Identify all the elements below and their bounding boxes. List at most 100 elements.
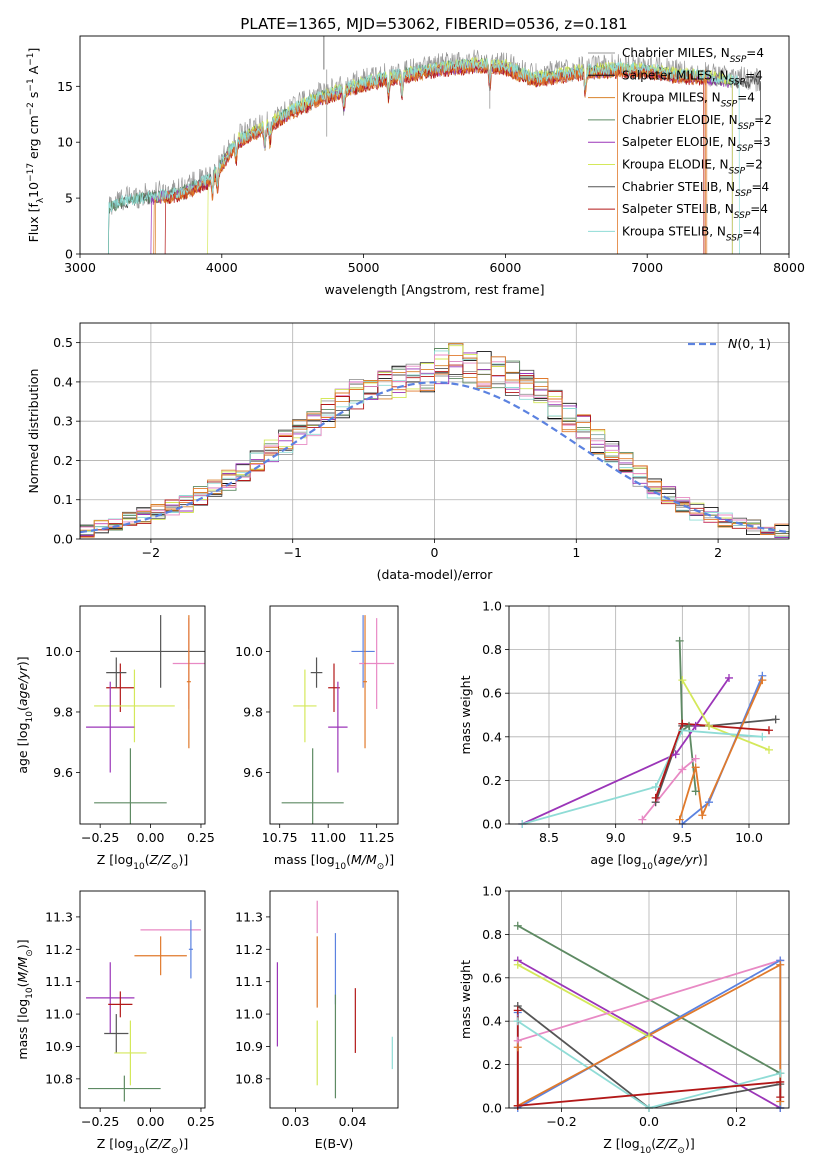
label-part: Z [log	[97, 1136, 133, 1151]
label-part: A	[26, 65, 41, 78]
y-tick-label: 0.8	[482, 642, 502, 657]
label-part: M/M	[351, 852, 377, 867]
label-part: 10	[25, 711, 35, 723]
label-part: SSP	[726, 233, 743, 243]
axes-frame	[79, 322, 790, 540]
weight-series-line	[516, 1010, 782, 1107]
x-tick-label: −0.25	[81, 1114, 119, 1129]
weight-marker	[705, 798, 713, 807]
weight-marker	[776, 1093, 785, 1102]
legend-label: N(0, 1)	[728, 336, 771, 351]
label-part: SSP	[729, 167, 746, 177]
weight-marker	[678, 765, 687, 774]
plot-area	[80, 343, 789, 538]
axes-frame	[269, 605, 399, 825]
x-tick-label: 9.5	[672, 830, 692, 845]
x-axis-label: Z [log10(Z/Z⊙)]	[97, 1136, 188, 1156]
x-tick-label: −0.2	[546, 1114, 576, 1129]
weight-marker	[678, 676, 687, 685]
legend-label: Chabrier ELODIE, NSSP=2	[622, 113, 772, 132]
label-part: Salpeter ELODIE, N	[622, 135, 736, 149]
label-part: (	[651, 1136, 656, 1151]
spectrum-line	[108, 58, 740, 254]
label-part: SSP	[730, 55, 747, 65]
label-part: =4	[742, 224, 760, 238]
y-tick-label: 0.5	[53, 335, 73, 350]
weight-series-line	[517, 1005, 781, 1108]
y-tick-label: 0.0	[482, 817, 502, 832]
y-tick-label: 11.0	[45, 1007, 73, 1022]
label-part: Flux [f	[26, 203, 41, 243]
label-part: Kroupa MILES, N	[622, 91, 721, 105]
weight-marker	[513, 960, 522, 969]
weight-marker	[691, 787, 700, 796]
y-tick-label: 9.8	[243, 704, 263, 719]
x-tick-label: 0.0	[639, 1114, 659, 1129]
axes-frame	[269, 890, 399, 1109]
plot-area	[108, 36, 761, 254]
label-part: −2	[26, 102, 36, 115]
x-tick-label: 0.00	[137, 830, 165, 845]
label-part: 10	[640, 1146, 652, 1156]
panel-age-vs-Z: −0.25 0.00 0.259.69.810.0Z [log10(Z/Z⊙)]ag…	[15, 605, 215, 872]
x-tick-label: 0.25	[187, 1114, 215, 1129]
label-part: Kroupa STELIB, N	[622, 224, 726, 238]
weight-marker	[776, 1077, 785, 1086]
weight-marker	[765, 726, 773, 735]
weight-series-line	[654, 718, 776, 803]
label-part: ⊙	[25, 949, 35, 957]
label-part: =2	[754, 113, 772, 127]
label-part: SSP	[736, 144, 753, 154]
label-part: Chabrier STELIB, N	[622, 180, 735, 194]
y-tick-label: 11.1	[235, 974, 263, 989]
weight-series-line	[681, 675, 764, 824]
label-part: )]	[15, 656, 30, 666]
label-part: −1	[26, 53, 36, 66]
label-part: )]	[178, 852, 188, 867]
weight-marker	[651, 782, 660, 791]
weight-marker	[513, 1006, 522, 1015]
label-part: 10	[25, 987, 35, 999]
legend-label: Salpeter MILES, NSSP=4	[622, 68, 763, 87]
y-tick-label: 11.1	[45, 974, 73, 989]
label-part: =4	[737, 91, 755, 105]
x-axis-label: Z [log10(Z/Z⊙)]	[603, 1136, 694, 1156]
label-part: 10	[133, 862, 145, 872]
x-tick-label: 0.04	[339, 1114, 367, 1129]
plot-area	[86, 615, 205, 824]
label-part: mass [log	[274, 852, 335, 867]
y-tick-label: 0.6	[482, 970, 502, 985]
label-part: Salpeter MILES, N	[622, 68, 729, 82]
label-part: ⊙	[377, 862, 385, 872]
y-tick-label: 10.8	[235, 1071, 263, 1086]
label-part: SSP	[735, 189, 752, 199]
y-tick-label: 0.8	[482, 927, 502, 942]
legend-label: Chabrier MILES, NSSP=4	[622, 46, 764, 65]
x-tick-label: 0.00	[137, 1114, 165, 1129]
x-tick-label: 5000	[348, 260, 380, 275]
weight-marker	[678, 719, 687, 728]
weight-marker	[691, 763, 700, 772]
y-tick-label: 0.2	[482, 1057, 502, 1072]
axes-frame	[79, 35, 790, 255]
plot-area	[281, 615, 395, 824]
label-part: Z/Z	[149, 1136, 172, 1151]
legend-label: Kroupa STELIB, NSSP=4	[622, 224, 760, 243]
plot-area	[521, 640, 776, 824]
x-tick-label: 0	[431, 545, 439, 560]
weight-marker	[638, 815, 647, 824]
y-tick-label: 1.0	[482, 884, 502, 899]
label-part: Chabrier MILES, N	[622, 46, 730, 60]
y-axis-label: Flux [fλ10−17 erg cm−2 s−1 A−1]	[26, 48, 46, 243]
weight-series-line	[521, 677, 730, 824]
label-part: SSP	[721, 100, 738, 110]
weight-marker	[675, 636, 684, 645]
y-tick-label: 11.2	[45, 942, 73, 957]
label-part: (0, 1)	[737, 336, 771, 351]
label-part: age/yr	[15, 665, 30, 706]
weight-marker	[675, 815, 684, 824]
label-part: Z [log	[97, 852, 133, 867]
x-tick-label: 8.5	[539, 830, 559, 845]
y-tick-label: 0.2	[482, 773, 502, 788]
